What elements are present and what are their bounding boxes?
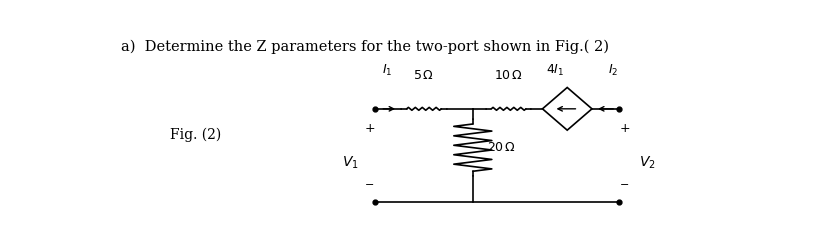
Text: −: − bbox=[365, 179, 375, 190]
Text: $V_1$: $V_1$ bbox=[342, 155, 359, 171]
Text: −: − bbox=[620, 179, 629, 190]
Text: $V_2$: $V_2$ bbox=[639, 155, 655, 171]
Text: +: + bbox=[619, 122, 630, 135]
Text: +: + bbox=[365, 122, 375, 135]
Text: a)  Determine the Z parameters for the two-port shown in Fig.( 2): a) Determine the Z parameters for the tw… bbox=[121, 40, 609, 54]
Text: $10\,\Omega$: $10\,\Omega$ bbox=[494, 69, 523, 82]
Text: $20\,\Omega$: $20\,\Omega$ bbox=[487, 141, 517, 154]
Text: Fig. (2): Fig. (2) bbox=[171, 128, 222, 142]
Text: $4I_1$: $4I_1$ bbox=[546, 63, 564, 78]
Text: $5\,\Omega$: $5\,\Omega$ bbox=[413, 69, 434, 82]
Text: $I_2$: $I_2$ bbox=[607, 63, 618, 78]
Text: $I_1$: $I_1$ bbox=[381, 63, 392, 78]
